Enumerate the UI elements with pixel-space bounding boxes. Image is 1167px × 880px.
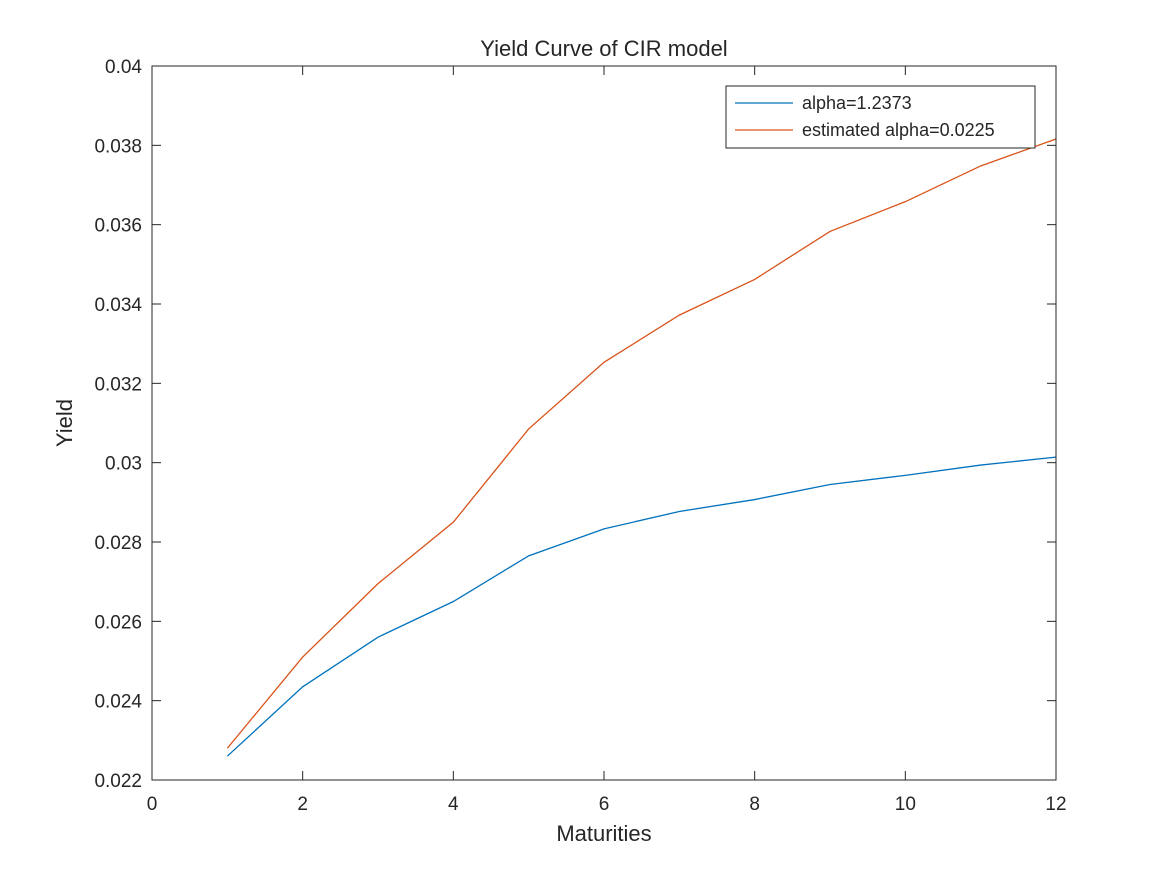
series-line-2: [226, 138, 1057, 749]
y-tick-label: 0.024: [94, 692, 142, 713]
legend-label-2: estimated alpha=0.0225: [802, 120, 995, 140]
x-tick-label: 6: [599, 794, 610, 815]
y-tick-label: 0.028: [94, 533, 142, 554]
series-layer: [226, 138, 1057, 757]
y-tick-label: 0.026: [94, 612, 142, 633]
x-tick-label: 2: [297, 794, 308, 815]
y-tick-label: 0.032: [94, 374, 142, 395]
x-tick-label: 8: [749, 794, 760, 815]
plot-area: [152, 66, 1056, 780]
y-tick-label: 0.022: [94, 771, 142, 792]
y-tick-label: 0.034: [94, 295, 142, 316]
series-line-1: [226, 456, 1057, 757]
y-tick-label: 0.03: [105, 454, 142, 475]
legend-box: [725, 85, 1036, 149]
y-axis-title: Yield: [52, 399, 77, 447]
y-tick-label: 0.04: [105, 57, 142, 78]
legend: alpha=1.2373 estimated alpha=0.0225: [725, 85, 1036, 149]
x-tick-label: 4: [448, 794, 459, 815]
y-tick-label: 0.036: [94, 216, 142, 237]
legend-label-1: alpha=1.2373: [802, 93, 912, 113]
chart-title: Yield Curve of CIR model: [480, 36, 727, 61]
x-axis-title: Maturities: [556, 821, 651, 846]
ticks-layer: 0 2 4 6 8 10 12 0.022 0.024 0.026 0.028 0.03 0.032 0.…: [94, 57, 1066, 815]
x-tick-label: 0: [147, 794, 158, 815]
y-tick-label: 0.038: [94, 136, 142, 157]
x-tick-label: 12: [1045, 794, 1066, 815]
x-tick-label: 10: [895, 794, 916, 815]
